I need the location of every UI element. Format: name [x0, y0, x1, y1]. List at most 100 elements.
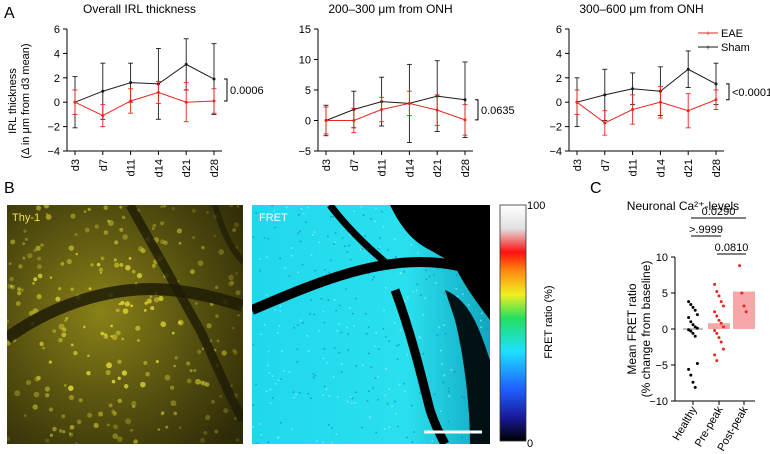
thy1-cell: [178, 426, 182, 429]
fret-speck: [351, 397, 354, 400]
thy1-cell: [124, 301, 130, 307]
fret-speck: [306, 335, 309, 337]
thy1-cell: [113, 258, 117, 262]
fret-speck: [379, 236, 381, 239]
x-tick-label: d28: [711, 159, 723, 177]
fret-speck: [416, 283, 418, 286]
fret-speck: [458, 341, 461, 344]
data-point: [693, 308, 697, 312]
y-axis-label-1: Mean FRET ratio: [625, 283, 639, 374]
thy1-cell: [73, 350, 78, 356]
fret-speck: [322, 394, 324, 397]
thy1-cell: [133, 439, 138, 444]
thy1-cell: [206, 211, 209, 214]
fret-speck: [403, 382, 406, 385]
data-point: [73, 100, 77, 104]
thy1-cell: [173, 364, 176, 368]
thy1-cell: [14, 390, 21, 397]
fret-speck: [349, 258, 352, 261]
thy1-cell: [214, 285, 219, 289]
fret-speck: [328, 423, 330, 426]
fret-speck: [371, 278, 374, 281]
fret-speck: [323, 385, 326, 388]
thy1-cell: [235, 438, 240, 442]
fret-speck: [265, 390, 268, 393]
thy1-cell: [186, 361, 191, 366]
fret-speck: [448, 395, 451, 397]
fret-speck: [439, 410, 442, 413]
x-tick-label: d28: [209, 159, 221, 177]
fret-speck: [274, 226, 276, 229]
fret-speck: [443, 374, 446, 377]
fret-speck: [252, 343, 254, 346]
fret-speck: [480, 326, 483, 329]
thy1-vessel: [126, 205, 243, 423]
thy1-cell: [232, 348, 236, 353]
thy1-cell: [17, 287, 21, 291]
series-line: [74, 63, 215, 103]
y-tick-label: 15: [299, 24, 311, 36]
fret-speck: [312, 234, 314, 236]
fret-speck: [361, 364, 364, 367]
panel-a-ylabel-1: IRL thickness: [7, 68, 19, 134]
fret-speck: [411, 441, 414, 443]
thy1-cell: [215, 314, 219, 319]
thy1-cell: [40, 243, 44, 247]
y-axis-label-2: (% change from baseline): [639, 261, 653, 398]
fret-speck: [252, 236, 255, 238]
data-point: [691, 331, 695, 335]
data-point: [713, 328, 717, 332]
fret-speck: [393, 321, 396, 324]
fret-speck: [373, 276, 375, 278]
thy1-cell: [10, 239, 16, 245]
fret-speck: [442, 429, 445, 432]
data-point: [631, 87, 635, 91]
fret-speck: [279, 305, 282, 308]
data-point: [603, 93, 607, 97]
fret-speck: [306, 206, 309, 209]
y-tick-label: 0: [305, 116, 311, 128]
legend-eae-label: EAE: [721, 28, 743, 40]
thy1-cell: [115, 308, 120, 313]
thy1-cell: [177, 319, 184, 326]
fret-speck: [261, 214, 264, 217]
panel-label-a: A: [4, 5, 15, 22]
significance-bracket: [224, 78, 228, 102]
thy1-cell: [24, 237, 28, 241]
chart-neuronal-ca: Neuronal Ca²⁺-levels Mean FRET ratio (% ch…: [625, 199, 755, 453]
y-tick-label: −4: [47, 146, 60, 158]
fret-speck: [276, 331, 279, 334]
fret-speck: [347, 349, 350, 351]
fret-speck: [278, 325, 281, 328]
data-point: [129, 81, 133, 85]
fret-speck: [277, 436, 279, 439]
thy1-cell: [115, 330, 121, 336]
thy1-cell: [83, 210, 87, 213]
y-tick-label: 10: [656, 252, 668, 264]
fret-speck: [346, 251, 348, 253]
fret-speck: [325, 388, 328, 391]
thy1-cell: [130, 429, 133, 432]
thy1-cell: [52, 329, 56, 333]
data-point: [687, 315, 691, 319]
fret-speck: [260, 333, 262, 336]
fret-label: FRET: [259, 212, 288, 224]
thy1-cell: [52, 426, 57, 432]
fret-speck: [383, 309, 385, 312]
data-point: [686, 67, 690, 71]
series-line: [325, 95, 466, 121]
fret-speck: [330, 259, 332, 262]
thy1-cell: [160, 239, 165, 245]
thy1-cell: [131, 400, 137, 407]
fret-speck: [405, 443, 407, 444]
data-point: [717, 336, 721, 340]
thy1-vessel: [7, 283, 243, 343]
thy1-cell: [9, 276, 14, 282]
fret-speck: [364, 312, 367, 315]
y-tick-label: −10: [649, 396, 668, 408]
series-sham: [574, 50, 719, 128]
fret-speck: [336, 396, 339, 398]
fret-speck: [367, 326, 370, 329]
fret-speck: [447, 420, 450, 423]
thy1-cell: [17, 291, 22, 296]
